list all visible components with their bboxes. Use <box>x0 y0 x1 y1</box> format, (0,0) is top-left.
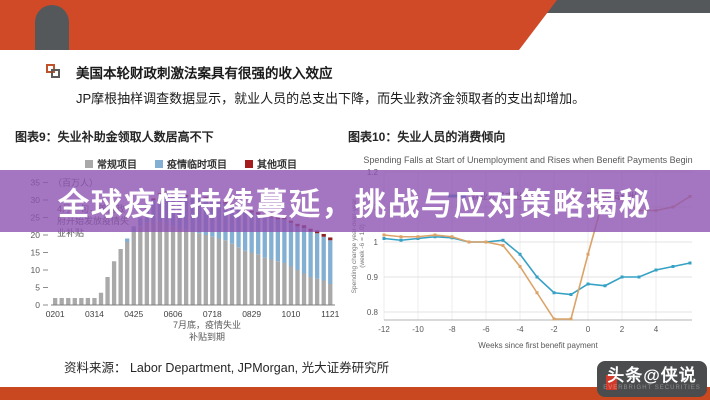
svg-text:Weeks since first benefit paym: Weeks since first benefit payment <box>478 341 598 350</box>
source-line: 资料来源： Labor Department, JPMorgan, 光大证券研究… <box>64 361 390 375</box>
svg-text:15: 15 <box>31 248 41 258</box>
svg-text:-6: -6 <box>482 325 490 334</box>
svg-text:0201: 0201 <box>46 309 65 319</box>
svg-text:1121: 1121 <box>321 309 340 319</box>
header-dark-strip <box>535 0 710 13</box>
bullet-title: 美国本轮财政刺激法案具有很强的收入效应 <box>76 66 333 81</box>
svg-text:业补贴: 业补贴 <box>57 227 84 238</box>
svg-text:0425: 0425 <box>124 309 143 319</box>
legend-swatch-regular <box>85 159 93 168</box>
svg-text:20: 20 <box>31 230 41 240</box>
svg-text:4: 4 <box>654 325 659 334</box>
footer-red-bar <box>0 387 710 400</box>
chart10-title: 图表10：失业人员的消费倾向 <box>348 130 506 144</box>
chart-spending-propensity: 图表10：失业人员的消费倾向 Spending Falls at Start o… <box>348 128 708 360</box>
svg-text:-12: -12 <box>378 325 390 334</box>
svg-text:10: 10 <box>31 265 41 275</box>
svg-text:5: 5 <box>35 283 40 293</box>
svg-text:7月底，疫情失业: 7月底，疫情失业 <box>173 319 241 330</box>
svg-text:0.8: 0.8 <box>367 308 379 317</box>
watermark-badge: 头条@侠说 EVERBRIGHT SECURITIES <box>597 361 707 397</box>
headline-overlay: 全球疫情持续蔓延，挑战与应对策略揭秘 <box>0 170 710 232</box>
svg-text:0829: 0829 <box>242 309 261 319</box>
svg-text:0.9: 0.9 <box>367 273 379 282</box>
legend-item-regular: 常规项目 <box>85 156 137 171</box>
overlap-square-back <box>51 69 60 78</box>
legend-item-other: 其他项目 <box>245 156 297 171</box>
badge-text: 头条@侠说 <box>607 366 697 385</box>
chart10-subtitle: Spending Falls at Start of Unemployment … <box>363 155 693 165</box>
badge-red-accent <box>606 375 617 390</box>
svg-text:0: 0 <box>35 300 40 310</box>
bullet-body: JP摩根抽样调查数据显示，就业人员的总支出下降，而失业救济金领取者的支出却增加。 <box>76 91 586 106</box>
chart-unemployment-claims: 图表9：失业补助金领取人数居高不下 常规项目 疫情临时项目 其他项目 0 5 10 1… <box>15 128 347 360</box>
legend-label-pandemic: 疫情临时项目 <box>167 160 227 171</box>
svg-text:1010: 1010 <box>281 309 300 319</box>
svg-text:0718: 0718 <box>203 309 222 319</box>
svg-text:补贴到期: 补贴到期 <box>189 331 225 342</box>
svg-text:-8: -8 <box>448 325 456 334</box>
chart9-legend: 常规项目 疫情临时项目 其他项目 <box>85 156 297 171</box>
overlap-square-front <box>46 64 55 73</box>
svg-text:-2: -2 <box>550 325 558 334</box>
badge-subtext: EVERBRIGHT SECURITIES <box>603 385 701 391</box>
svg-text:0314: 0314 <box>85 309 104 319</box>
legend-label-other: 其他项目 <box>257 160 297 171</box>
svg-text:Spending change year-over-year: Spending change year-over-year <box>351 198 358 294</box>
svg-text:-4: -4 <box>516 325 524 334</box>
legend-label-regular: 常规项目 <box>97 160 137 171</box>
svg-text:0: 0 <box>586 325 591 334</box>
headline-text: 全球疫情持续蔓延，挑战与应对策略揭秘 <box>58 186 652 222</box>
legend-swatch-pandemic <box>155 159 163 168</box>
svg-text:0606: 0606 <box>164 309 183 319</box>
header-red-ribbon <box>0 0 557 50</box>
legend-swatch-other <box>245 159 253 168</box>
chart9-title: 图表9：失业补助金领取人数居高不下 <box>15 130 214 144</box>
svg-text:-10: -10 <box>412 325 424 334</box>
header-arch-shape <box>35 5 69 50</box>
legend-item-pandemic: 疫情临时项目 <box>155 156 227 171</box>
overlap-squares-icon <box>46 64 62 80</box>
svg-text:1: 1 <box>374 238 379 247</box>
svg-text:(week -6 = 1.0): (week -6 = 1.0) <box>359 224 366 268</box>
svg-text:2: 2 <box>620 325 625 334</box>
